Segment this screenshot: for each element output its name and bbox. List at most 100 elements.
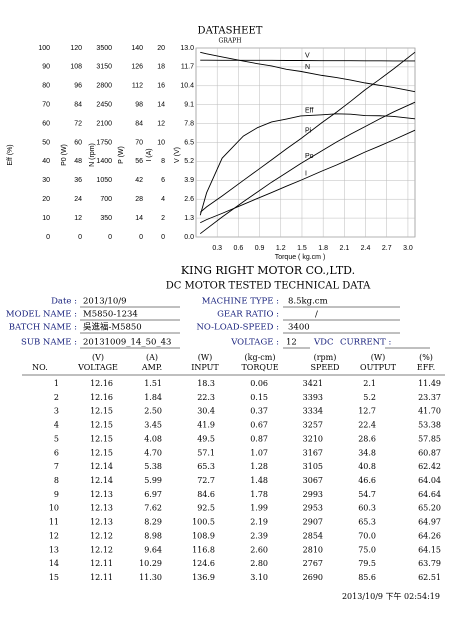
x-tick-label: 0.6	[234, 245, 244, 252]
column-header: VOLTAGE	[77, 363, 118, 372]
y-tick-label: 140	[131, 45, 143, 52]
y-tick-label: 6	[161, 177, 165, 184]
y-tick-label: 100	[38, 45, 50, 52]
table-cell: 0.15	[250, 393, 268, 402]
table-cell: 12.13	[90, 518, 113, 527]
table-cell: 12.15	[90, 421, 113, 430]
table-cell: 34.8	[358, 448, 376, 457]
y-tick-label: 14	[157, 102, 165, 109]
y-tick-label: 30	[42, 177, 50, 184]
y-tick-label: 112	[132, 83, 143, 90]
table-cell: 65.3	[197, 462, 215, 471]
table-cell: 2907	[303, 518, 323, 527]
y-tick-label: 90	[42, 64, 50, 71]
table-cell: 28.6	[358, 434, 376, 443]
table-cell: 22.3	[197, 393, 215, 402]
y-axis-label: P0 (W)	[61, 144, 68, 166]
x-tick-label: 2.4	[361, 245, 371, 252]
table-cell: 0.87	[250, 434, 268, 443]
table-cell: 1.84	[144, 393, 162, 402]
y-tick-label: 3.9	[184, 177, 194, 184]
table-cell: 49.5	[197, 434, 215, 443]
table-cell: 5.99	[144, 476, 162, 485]
table-cell: 11.49	[418, 379, 441, 388]
table-cell: 1.07	[250, 448, 268, 457]
table-cell: 1	[54, 379, 59, 388]
table-cell: 5	[54, 434, 59, 443]
y-tick-label: 108	[70, 64, 82, 71]
x-tick-label: 3.0	[403, 245, 413, 252]
table-cell: 3167	[303, 448, 323, 457]
table-cell: 2810	[303, 545, 323, 554]
table-cell: 12.15	[90, 407, 113, 416]
y-tick-label: 98	[135, 102, 143, 109]
table-cell: 12.13	[90, 504, 113, 513]
table-cell: 7	[54, 462, 59, 471]
y-tick-label: 10.4	[180, 83, 194, 90]
table-cell: 2690	[303, 573, 323, 582]
label: GEAR RATIO :	[217, 310, 279, 320]
table-cell: 15	[49, 573, 59, 582]
x-tick-label: 0.9	[255, 245, 265, 252]
table-cell: 1.28	[250, 462, 268, 471]
table-cell: 22.4	[358, 421, 376, 430]
table-cell: 3334	[303, 407, 323, 416]
table-cell: 5.38	[144, 462, 162, 471]
value: M5850-1234	[83, 310, 138, 320]
table-cell: 18.3	[197, 379, 215, 388]
y-tick-label: 2800	[96, 83, 112, 90]
table-cell: 3257	[303, 421, 323, 430]
value: 2013/10/9	[83, 297, 127, 307]
x-axis-label: Torque ( kg.cm )	[275, 254, 326, 261]
table-cell: 46.6	[358, 476, 376, 485]
value: 3400	[288, 323, 310, 333]
column-header: NO.	[32, 363, 48, 372]
table-cell: 12.14	[90, 476, 113, 485]
table-cell: 10	[49, 504, 59, 513]
data-line	[199, 101, 416, 235]
data-line	[199, 113, 416, 216]
table-cell: 2.80	[250, 559, 268, 568]
y-tick-label: 350	[100, 215, 112, 222]
y-tick-label: 14	[135, 215, 143, 222]
table-cell: 70.0	[358, 531, 376, 540]
label: VOLTAGE :	[230, 338, 279, 348]
table-cell: 1.48	[250, 476, 268, 485]
y-tick-label: 1750	[96, 139, 112, 146]
table-cell: 65.3	[358, 518, 376, 527]
label: Date :	[51, 297, 77, 307]
label: MODEL NAME :	[6, 310, 77, 320]
y-tick-label: 2100	[96, 120, 112, 127]
y-tick-label: 18	[157, 64, 165, 71]
y-tick-label: 1400	[96, 158, 112, 165]
table-cell: 79.5	[358, 559, 376, 568]
y-tick-label: 70	[42, 102, 50, 109]
table-cell: 12.16	[90, 379, 113, 388]
y-tick-label: 84	[74, 102, 82, 109]
table-cell: 14	[49, 559, 59, 568]
y-tick-label: 0	[108, 234, 112, 241]
y-tick-label: 0	[46, 234, 50, 241]
table-cell: 64.64	[418, 490, 441, 499]
y-tick-label: 40	[42, 158, 50, 165]
table-cell: 3067	[303, 476, 323, 485]
column-header: AMP.	[141, 363, 162, 372]
x-tick-label: 1.8	[318, 245, 328, 252]
table-cell: 3210	[303, 434, 323, 443]
table-cell: 0.37	[250, 407, 268, 416]
label: NO-LOAD-SPEED :	[196, 323, 279, 333]
table-cell: 41.9	[197, 421, 215, 430]
data-line	[200, 51, 416, 93]
table-cell: 4	[54, 421, 59, 430]
y-tick-label: 9.1	[184, 102, 194, 109]
table-cell: 57.85	[418, 434, 441, 443]
table-cell: 63.79	[418, 559, 441, 568]
y-axis-label: I (A)	[146, 148, 153, 161]
table-cell: 4.08	[144, 434, 162, 443]
y-tick-label: 11.7	[181, 64, 194, 71]
column-header: SPEED	[311, 363, 340, 372]
table-cell: 60.87	[418, 448, 441, 457]
table-cell: 23.37	[418, 393, 441, 402]
table-cell: 12.13	[90, 490, 113, 499]
label: MACHINE TYPE :	[202, 297, 279, 307]
